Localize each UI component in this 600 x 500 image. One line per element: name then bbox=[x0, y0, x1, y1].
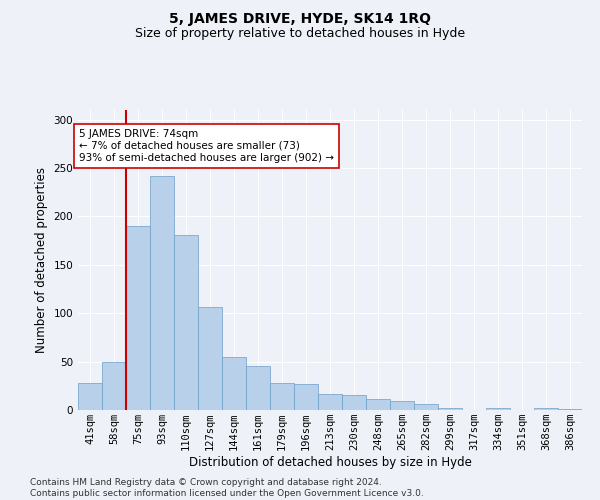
Bar bbox=[534, 408, 558, 410]
Bar bbox=[246, 366, 270, 410]
Text: 5 JAMES DRIVE: 74sqm
← 7% of detached houses are smaller (73)
93% of semi-detach: 5 JAMES DRIVE: 74sqm ← 7% of detached ho… bbox=[79, 130, 334, 162]
Bar bbox=[78, 383, 102, 410]
Bar bbox=[150, 176, 174, 410]
Bar bbox=[270, 383, 294, 410]
Text: Size of property relative to detached houses in Hyde: Size of property relative to detached ho… bbox=[135, 28, 465, 40]
Bar bbox=[414, 404, 438, 410]
Bar bbox=[174, 235, 198, 410]
Bar bbox=[294, 384, 318, 410]
Bar bbox=[342, 394, 366, 410]
Bar bbox=[198, 308, 222, 410]
Bar bbox=[102, 362, 126, 410]
Bar bbox=[318, 394, 342, 410]
Bar bbox=[438, 408, 462, 410]
Bar bbox=[390, 402, 414, 410]
X-axis label: Distribution of detached houses by size in Hyde: Distribution of detached houses by size … bbox=[188, 456, 472, 469]
Bar bbox=[486, 408, 510, 410]
Bar bbox=[126, 226, 150, 410]
Text: 5, JAMES DRIVE, HYDE, SK14 1RQ: 5, JAMES DRIVE, HYDE, SK14 1RQ bbox=[169, 12, 431, 26]
Bar bbox=[366, 400, 390, 410]
Bar bbox=[222, 357, 246, 410]
Text: Contains HM Land Registry data © Crown copyright and database right 2024.
Contai: Contains HM Land Registry data © Crown c… bbox=[30, 478, 424, 498]
Bar bbox=[558, 409, 582, 410]
Y-axis label: Number of detached properties: Number of detached properties bbox=[35, 167, 48, 353]
